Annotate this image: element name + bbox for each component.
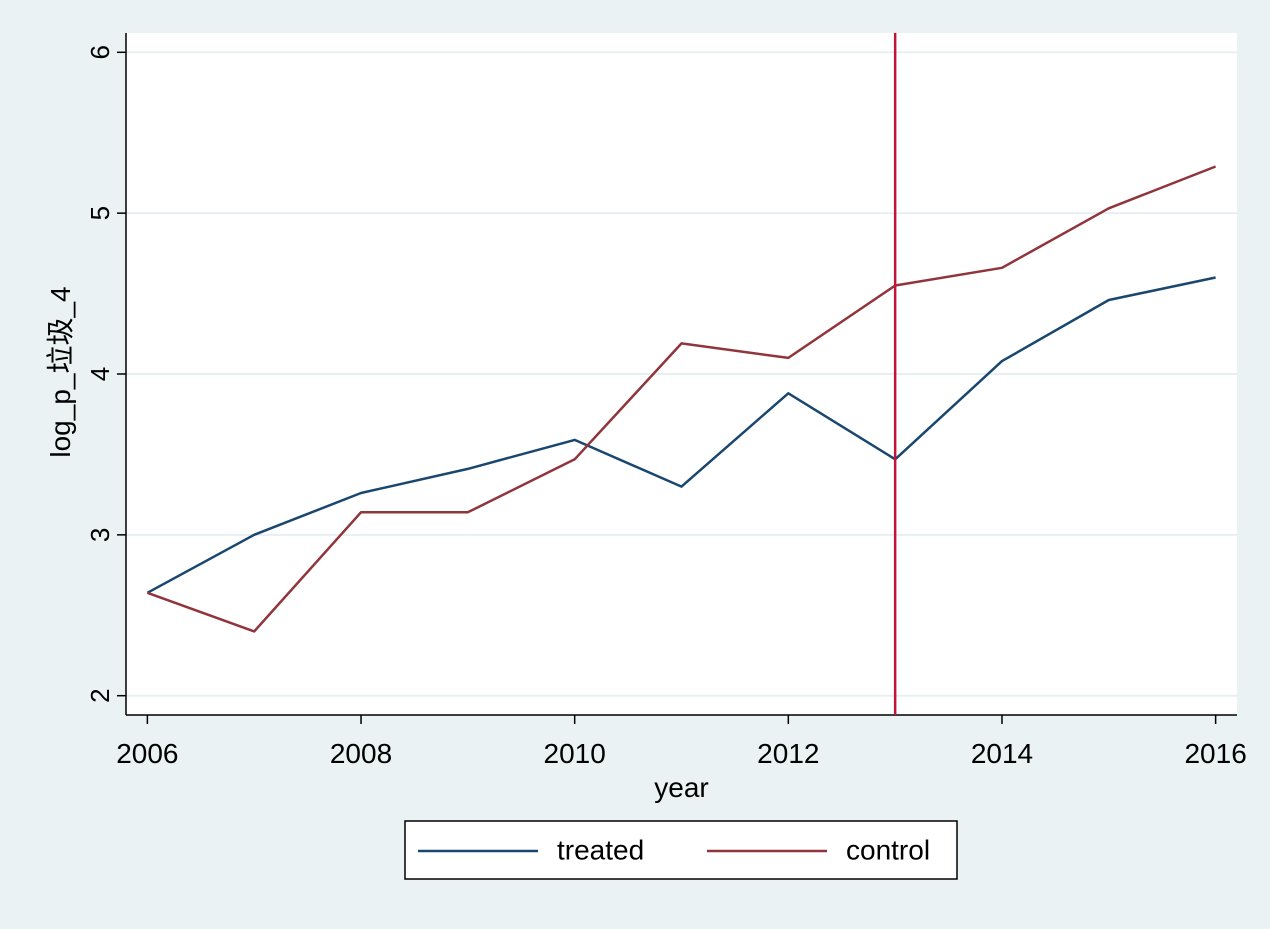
x-tick-label: 2008 [330,738,392,769]
y-tick-label: 5 [85,206,115,220]
x-tick-label: 2006 [116,738,178,769]
series-line-control [146,165,1217,633]
y-tick-label: 2 [85,688,115,702]
x-tick-label: 2012 [757,738,819,769]
y-tick-label: 4 [85,367,115,381]
series-lines [146,165,1217,633]
y-tick-label: 6 [85,45,115,59]
series-line-treated [146,276,1216,594]
y-tick-label: 3 [85,528,115,542]
legend-label-control: control [846,834,930,865]
x-tick-label: 2014 [971,738,1033,769]
x-axis-label: year [654,772,708,803]
y-axis-label: log_p_垃圾_4 [45,286,76,457]
grid-lines [126,51,1237,697]
legend-label-treated: treated [557,834,644,865]
x-tick-label: 2016 [1184,738,1246,769]
axes: 2 3 4 5 6 2006 2008 2010 2012 2014 2016 [85,33,1247,769]
legend: treated control [404,820,958,880]
x-tick-label: 2010 [544,738,606,769]
